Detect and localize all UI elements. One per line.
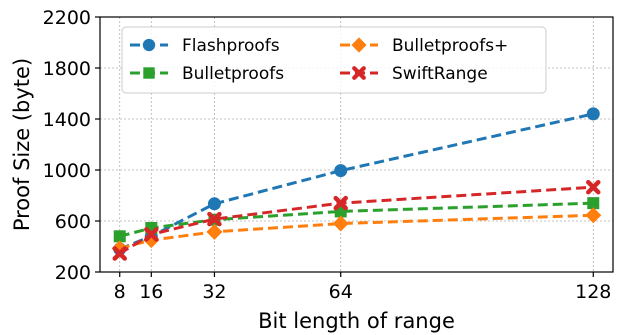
y-axis-label: Proof Size (byte) (10, 58, 34, 231)
series-point (144, 227, 159, 242)
series-flashproofs (113, 107, 600, 256)
series-point (112, 246, 127, 261)
series-line (119, 213, 594, 250)
y-tick-label: 1800 (43, 58, 91, 80)
x-marker-stroke (144, 227, 159, 242)
y-tick-label: 200 (55, 262, 91, 284)
legend-item: SwiftRange (340, 64, 488, 84)
y-tick-label: 2200 (43, 7, 91, 29)
x-tick-label: 64 (329, 281, 353, 303)
series-point (587, 197, 600, 210)
legend-label: SwiftRange (392, 64, 488, 84)
series-point (351, 37, 367, 53)
x-marker-stroke (112, 246, 127, 261)
legend-label: Bulletproofs+ (392, 36, 508, 56)
series-bulletproofs-plus (111, 207, 602, 257)
series-line (118, 185, 594, 255)
series-point (352, 66, 366, 80)
legend-label: Flashproofs (182, 36, 280, 56)
series-point (113, 230, 126, 243)
legend-item: Bulletproofs+ (340, 36, 508, 56)
series-point (207, 197, 221, 211)
series-point (586, 179, 601, 195)
series-point (207, 211, 222, 227)
x-marker-stroke (207, 211, 222, 227)
series-point (142, 38, 156, 52)
x-marker-stroke (333, 195, 348, 211)
legend-frame (121, 26, 547, 94)
y-tick-label: 1400 (43, 109, 91, 131)
x-axis-label: Bit length of range (258, 309, 455, 333)
x-tick-label: 16 (139, 281, 163, 303)
series-line (119, 112, 594, 251)
series-point (586, 107, 600, 121)
series-point (143, 67, 155, 79)
x-tick-label: 128 (575, 281, 611, 303)
legend-item: Bulletproofs (130, 64, 284, 84)
series-point (585, 207, 602, 224)
y-tick-label: 600 (55, 211, 91, 233)
x-marker-stroke (586, 179, 601, 195)
legend-item: Flashproofs (130, 36, 280, 56)
x-tick-label: 8 (114, 281, 126, 303)
y-tick-label: 1000 (43, 160, 91, 182)
x-tick-label: 32 (202, 281, 226, 303)
axis-ticks: 8 16 32 64 128 200 600 1000 1400 1800 2200 (43, 7, 612, 303)
x-marker-stroke (352, 66, 366, 80)
series-swiftrange (112, 179, 601, 261)
series-point (334, 164, 348, 178)
series-point (333, 195, 348, 211)
legend-label: Bulletproofs (182, 64, 284, 84)
series-layer (111, 107, 602, 261)
series-line (119, 201, 594, 238)
plot-frame (99, 16, 614, 273)
series-point (206, 223, 223, 240)
series-point (332, 215, 349, 232)
legend: Flashproofs Bulletproofs Bulletproofs+ Swif… (121, 26, 547, 94)
